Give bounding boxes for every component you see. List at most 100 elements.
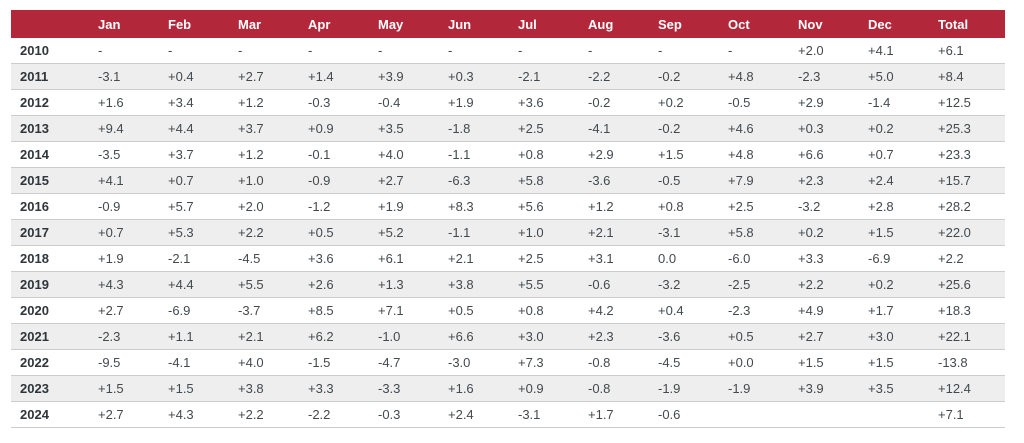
- value-cell: +3.1: [588, 245, 658, 272]
- value-cell: +2.2: [938, 245, 1005, 272]
- value-cell: +6.2: [308, 323, 378, 350]
- year-cell: 2016: [11, 193, 98, 220]
- table-row-2019: 2019 +4.3 +4.4 +5.5 +2.6 +1.3 +3.8 +5.5 -0.6 -3.2…: [11, 271, 1005, 298]
- value-cell: -4.7: [378, 349, 448, 376]
- column-header-mar: Mar: [238, 10, 308, 38]
- year-cell: 2021: [11, 323, 98, 350]
- value-cell: +3.7: [168, 141, 238, 168]
- value-cell: +4.9: [798, 297, 868, 324]
- value-cell: +18.3: [938, 297, 1005, 324]
- value-cell: +7.9: [728, 167, 798, 194]
- value-cell: +4.4: [168, 115, 238, 142]
- value-cell: +2.5: [728, 193, 798, 220]
- table-row-2024: 2024 +2.7 +4.3 +2.2 -2.2 -0.3 +2.4 -3.1 +1.7 -0.6…: [11, 401, 1005, 428]
- value-cell: -1.0: [378, 323, 448, 350]
- value-cell: -3.2: [658, 271, 728, 298]
- value-cell: +0.3: [448, 63, 518, 90]
- value-cell: +2.5: [518, 115, 588, 142]
- value-cell: +2.8: [868, 193, 938, 220]
- value-cell: +2.2: [798, 271, 868, 298]
- value-cell: +0.8: [518, 297, 588, 324]
- value-cell: -2.3: [798, 63, 868, 90]
- value-cell: +25.6: [938, 271, 1005, 298]
- value-cell: -: [588, 38, 658, 64]
- value-cell: +1.9: [98, 245, 168, 272]
- value-cell: +3.8: [448, 271, 518, 298]
- value-cell: +3.5: [378, 115, 448, 142]
- value-cell: -: [448, 38, 518, 64]
- value-cell: +2.7: [798, 323, 868, 350]
- value-cell: +3.9: [378, 63, 448, 90]
- value-cell: +12.5: [938, 89, 1005, 116]
- value-cell: +5.8: [728, 219, 798, 246]
- year-cell: 2018: [11, 245, 98, 272]
- value-cell: +2.4: [868, 167, 938, 194]
- value-cell: +0.2: [868, 115, 938, 142]
- value-cell: -1.1: [448, 141, 518, 168]
- value-cell: +2.3: [588, 323, 658, 350]
- value-cell: -3.1: [98, 63, 168, 90]
- value-cell: -3.6: [588, 167, 658, 194]
- value-cell: +0.8: [518, 141, 588, 168]
- value-cell: +2.7: [98, 401, 168, 428]
- value-cell: -0.2: [588, 89, 658, 116]
- value-cell: -: [238, 38, 308, 64]
- value-cell: +2.1: [448, 245, 518, 272]
- value-cell: +1.4: [308, 63, 378, 90]
- value-cell: +7.1: [938, 401, 1005, 428]
- value-cell: +5.2: [378, 219, 448, 246]
- value-cell: +3.8: [238, 375, 308, 402]
- value-cell: -: [168, 38, 238, 64]
- value-cell: +0.7: [868, 141, 938, 168]
- value-cell: +1.5: [868, 349, 938, 376]
- value-cell: +2.1: [238, 323, 308, 350]
- value-cell: +0.7: [98, 219, 168, 246]
- value-cell: -4.1: [168, 349, 238, 376]
- value-cell: +0.2: [868, 271, 938, 298]
- table-body: 2010- - - - - - - - - - +2.0 +4.1 +6.1 2011 -3.1 +0.4 +2…: [11, 38, 1005, 428]
- value-cell: -1.8: [448, 115, 518, 142]
- value-cell: +2.6: [308, 271, 378, 298]
- value-cell: +5.6: [518, 193, 588, 220]
- column-header-apr: Apr: [308, 10, 378, 38]
- column-header-feb: Feb: [168, 10, 238, 38]
- table-row-2011: 2011 -3.1 +0.4 +2.7 +1.4 +3.9 +0.3 -2.1 -2.2 -0.2…: [11, 63, 1005, 90]
- value-cell: -2.3: [98, 323, 168, 350]
- value-cell: -3.5: [98, 141, 168, 168]
- value-cell: +22.1: [938, 323, 1005, 350]
- value-cell: +3.6: [518, 89, 588, 116]
- year-cell: 2014: [11, 141, 98, 168]
- value-cell: -4.5: [238, 245, 308, 272]
- column-header-dec: Dec: [868, 10, 938, 38]
- year-cell: 2013: [11, 115, 98, 142]
- value-cell: +0.5: [308, 219, 378, 246]
- table-header: Jan Feb Mar Apr May Jun Jul Aug Sep Oct Nov Dec Tota…: [11, 10, 1005, 38]
- value-cell: +4.0: [238, 349, 308, 376]
- value-cell: +0.9: [308, 115, 378, 142]
- value-cell: -: [378, 38, 448, 64]
- value-cell: +6.1: [378, 245, 448, 272]
- column-header-jan: Jan: [98, 10, 168, 38]
- table-row-2010: 2010- - - - - - - - - - +2.0 +4.1 +6.1: [11, 38, 1005, 64]
- value-cell: -6.3: [448, 167, 518, 194]
- table-row-2013: 2013 +9.4 +4.4 +3.7 +0.9 +3.5 -1.8 +2.5 -4.1 -0.2…: [11, 115, 1005, 142]
- value-cell: -: [308, 38, 378, 64]
- value-cell: +6.6: [798, 141, 868, 168]
- value-cell: -3.3: [378, 375, 448, 402]
- year-cell: 2010: [11, 38, 98, 64]
- year-cell: 2022: [11, 349, 98, 376]
- value-cell: +2.7: [238, 63, 308, 90]
- value-cell: +0.8: [658, 193, 728, 220]
- value-cell: +2.4: [448, 401, 518, 428]
- year-cell: 2017: [11, 219, 98, 246]
- value-cell: +1.2: [588, 193, 658, 220]
- value-cell: [728, 401, 798, 428]
- value-cell: +0.7: [168, 167, 238, 194]
- value-cell: +5.8: [518, 167, 588, 194]
- value-cell: -4.5: [658, 349, 728, 376]
- column-header-jun: Jun: [448, 10, 518, 38]
- year-cell: 2015: [11, 167, 98, 194]
- value-cell: +22.0: [938, 219, 1005, 246]
- value-cell: -: [728, 38, 798, 64]
- value-cell: -4.1: [588, 115, 658, 142]
